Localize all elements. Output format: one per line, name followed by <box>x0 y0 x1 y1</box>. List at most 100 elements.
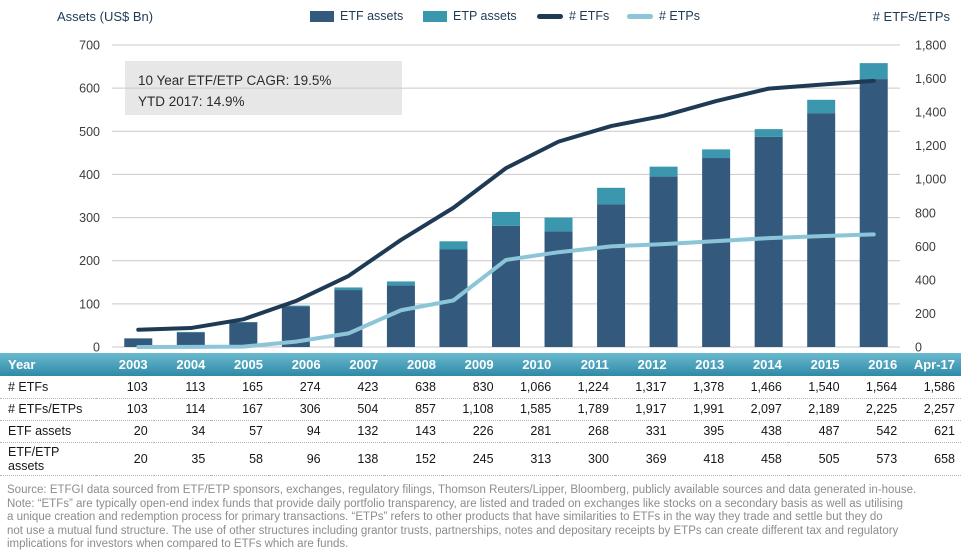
table-cell: 395 <box>672 420 731 443</box>
etf-assets-swatch-icon <box>310 10 334 22</box>
left-axis-tick: 500 <box>79 125 100 139</box>
table-cell: 57 <box>211 420 269 443</box>
right-axis-tick: 400 <box>915 273 936 287</box>
num-etps-line-swatch-icon <box>627 13 653 19</box>
table-cell: ETF/ETP assets <box>0 442 96 476</box>
table-cell: 1,540 <box>787 376 846 399</box>
table-row: # ETFs 103 113 165 274 423 638 830 1,066 1,224 1,3… <box>0 376 961 399</box>
bar-etp-assets <box>334 287 363 291</box>
table-cell: 274 <box>268 376 327 399</box>
bar-etp-assets <box>649 166 678 177</box>
table-header-cell: 2005 <box>211 353 269 376</box>
table-header-cell: 2010 <box>499 353 558 376</box>
table-header-cell: 2015 <box>787 353 846 376</box>
table-cell: 132 <box>326 420 385 443</box>
bar-etp-assets <box>859 63 888 80</box>
table-cell: 2,225 <box>845 398 904 421</box>
table-cell: 857 <box>384 398 442 421</box>
table-cell: 35 <box>153 442 212 476</box>
left-axis-tick: 400 <box>79 168 100 182</box>
table-header-cell: 2014 <box>730 353 788 376</box>
table-cell: 458 <box>730 442 788 476</box>
right-axis-title: # ETFs/ETPs <box>872 9 950 24</box>
bar-etp-assets <box>702 149 731 159</box>
table-cell: 114 <box>153 398 212 421</box>
bar-etf-assets <box>334 290 363 347</box>
table-cell: 1,108 <box>441 398 500 421</box>
right-axis-tick: 200 <box>915 307 936 321</box>
table-header-cell: 2003 <box>96 353 154 376</box>
table-cell: 2,097 <box>730 398 788 421</box>
table-cell: 487 <box>787 420 846 443</box>
num-etfs-line-swatch-icon <box>537 13 563 19</box>
bar-etf-assets <box>807 113 836 347</box>
table-cell: 1,991 <box>672 398 731 421</box>
legend-label: ETP assets <box>453 9 517 23</box>
table-header: Year 2003 2004 2005 2006 2007 2008 2009 2010 2011… <box>0 353 961 376</box>
table-row: # ETFs/ETPs 103 114 167 306 504 857 1,108 1,585 1… <box>0 398 961 421</box>
left-axis-tick: 200 <box>79 254 100 268</box>
table-header-cell: 2011 <box>557 353 615 376</box>
table-cell: 504 <box>326 398 385 421</box>
table-header-cell: 2007 <box>326 353 385 376</box>
table-cell: 268 <box>557 420 615 443</box>
table-row: ETF assets 20 34 57 94 132 143 226 281 268 331 395 4… <box>0 420 961 443</box>
table-cell: 621 <box>903 420 961 443</box>
bar-etp-assets <box>439 241 468 250</box>
table-cell: 167 <box>211 398 269 421</box>
table-cell: 573 <box>845 442 904 476</box>
table-cell: 1,466 <box>730 376 788 399</box>
table-cell: 34 <box>153 420 212 443</box>
right-axis-tick: 1,400 <box>915 106 946 120</box>
table-cell: 1,585 <box>499 398 558 421</box>
table-cell: 1,317 <box>614 376 673 399</box>
table-cell: 152 <box>384 442 442 476</box>
bar-etf-assets <box>859 79 888 347</box>
table-cell: 505 <box>787 442 846 476</box>
table-cell: 1,224 <box>557 376 615 399</box>
legend-item-etp-assets: ETP assets <box>423 9 517 23</box>
bar-etf-assets <box>544 231 573 347</box>
etf-etp-growth-chart: 700 600 500 400 300 200 100 0 1,800 1,600 1,400 1,2… <box>79 39 946 354</box>
left-axis-title: Assets (US$ Bn) <box>57 9 154 24</box>
legend-item-num-etps: # ETPs <box>627 9 700 23</box>
table-header-cell: 2006 <box>268 353 327 376</box>
bar-etp-assets <box>492 211 520 226</box>
right-axis-tick: 1,600 <box>915 72 946 86</box>
table-header-cell: Apr-17 <box>903 353 961 376</box>
table-header-cell: 2008 <box>384 353 442 376</box>
table-cell: 165 <box>211 376 269 399</box>
table-header-cell: 2009 <box>441 353 500 376</box>
table-cell: 658 <box>903 442 961 476</box>
table-cell: 2,257 <box>903 398 961 421</box>
table-cell: 1,564 <box>845 376 904 399</box>
table-cell: 542 <box>845 420 904 443</box>
table-cell: 1,586 <box>903 376 961 399</box>
table-cell: 306 <box>268 398 327 421</box>
line--etps <box>136 232 876 349</box>
table-cell: 1,917 <box>614 398 673 421</box>
legend-item-num-etfs: # ETFs <box>537 9 609 23</box>
right-axis-tick: 1,000 <box>915 173 946 187</box>
table-cell: 331 <box>614 420 673 443</box>
table-row: ETF/ETP assets 20 35 58 96 138 152 245 313 300 369… <box>0 442 961 476</box>
right-axis-tick: 1,200 <box>915 139 946 153</box>
bar-etf-assets <box>597 204 626 347</box>
table-cell: 300 <box>557 442 615 476</box>
table-cell: 58 <box>211 442 269 476</box>
left-axis-tick: 600 <box>79 82 100 96</box>
table-header-cell: 2004 <box>153 353 212 376</box>
bar-etp-assets <box>807 99 836 114</box>
table-cell: 20 <box>96 442 154 476</box>
bar-etf-assets <box>754 136 783 347</box>
table-header-cell: 2016 <box>845 353 904 376</box>
bar-etf-assets <box>176 332 205 347</box>
table-cell: 830 <box>441 376 500 399</box>
table-cell: 2,189 <box>787 398 846 421</box>
table-cell: 1,789 <box>557 398 615 421</box>
bar-etf-assets <box>702 158 731 347</box>
table-header-cell: 2012 <box>614 353 673 376</box>
right-axis-tick: 800 <box>915 206 936 220</box>
footnote-line: not use a mutual fund structure. The use… <box>7 524 899 537</box>
table-cell: # ETFs <box>0 376 96 399</box>
